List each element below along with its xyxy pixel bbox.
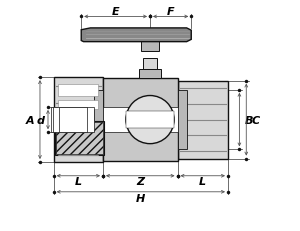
Text: F: F <box>167 7 174 17</box>
Bar <box>103 107 178 133</box>
Bar <box>58 144 98 155</box>
Bar <box>58 85 98 96</box>
Bar <box>56 122 103 154</box>
Text: E: E <box>112 7 119 17</box>
Bar <box>51 107 86 133</box>
Bar <box>94 90 103 150</box>
Bar <box>141 40 159 52</box>
Text: d: d <box>37 115 45 125</box>
Bar <box>178 90 187 150</box>
Text: Z: Z <box>136 177 144 187</box>
Bar <box>52 107 94 133</box>
Bar <box>55 121 104 155</box>
Text: L: L <box>75 177 82 187</box>
Bar <box>143 58 157 70</box>
Bar <box>126 112 174 128</box>
Bar <box>103 79 178 161</box>
Text: B: B <box>245 115 254 125</box>
Bar <box>178 81 228 159</box>
Bar <box>58 130 98 140</box>
Circle shape <box>126 96 174 144</box>
Text: H: H <box>136 193 146 203</box>
Text: C: C <box>252 115 260 125</box>
Bar <box>58 101 98 110</box>
Text: A: A <box>26 115 34 125</box>
Bar <box>59 107 87 133</box>
Bar <box>54 78 103 162</box>
Bar <box>139 70 161 79</box>
Text: L: L <box>199 177 206 187</box>
Polygon shape <box>81 29 191 43</box>
